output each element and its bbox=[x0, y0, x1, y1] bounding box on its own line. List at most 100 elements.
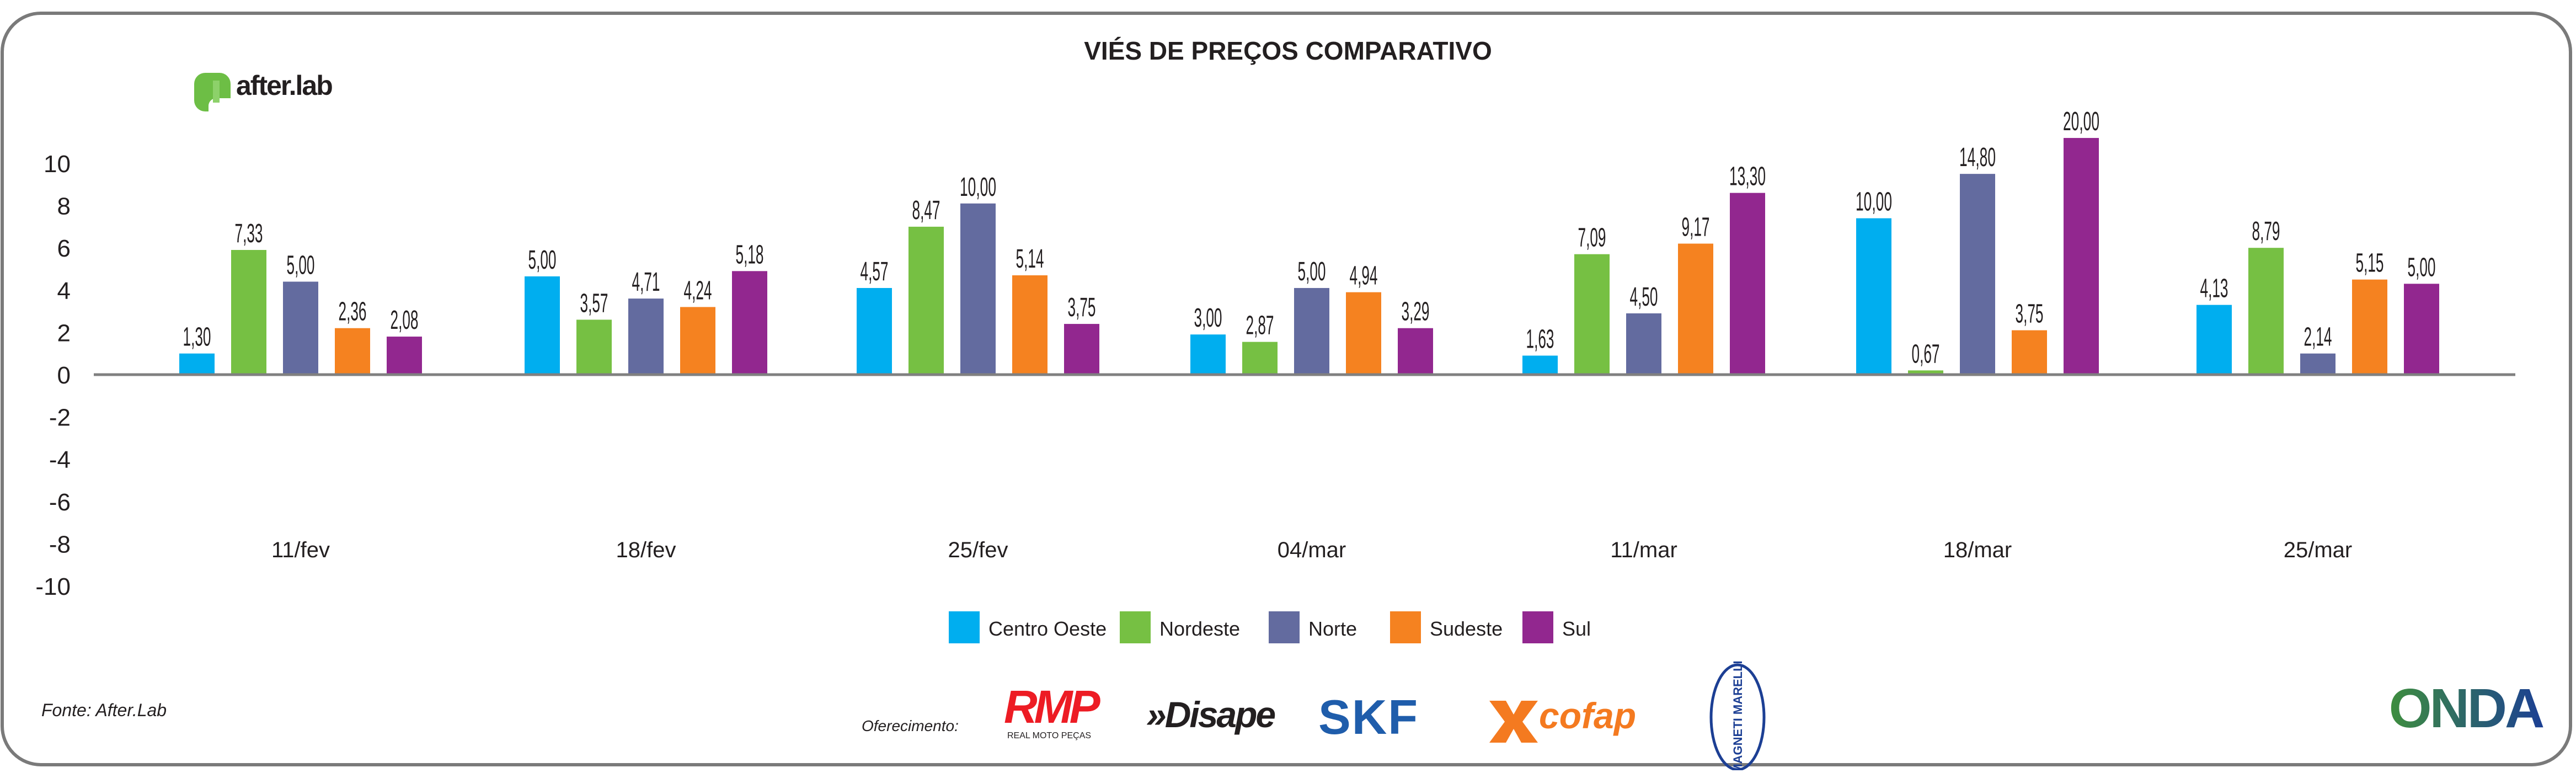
data-label: 3,29 bbox=[1402, 297, 1430, 327]
legend-label: Sudeste bbox=[1430, 617, 1503, 640]
bar-centro-oeste bbox=[179, 353, 215, 375]
bar-nordeste bbox=[1242, 342, 1278, 375]
chart-title: VIÉS DE PREÇOS COMPARATIVO bbox=[1084, 36, 1492, 65]
bar-centro-oeste bbox=[1190, 334, 1226, 375]
bar-nordeste bbox=[1908, 370, 1943, 375]
data-label: 7,09 bbox=[1578, 223, 1606, 253]
bar-sul bbox=[2064, 138, 2099, 375]
data-label: 10,00 bbox=[1856, 188, 1892, 217]
bar-norte bbox=[628, 298, 664, 375]
bar-sul bbox=[1730, 193, 1765, 375]
bar-sul bbox=[2404, 284, 2439, 375]
y-tick-label: -4 bbox=[49, 446, 71, 473]
x-tick-label: 18/mar bbox=[1943, 538, 2012, 562]
legend-swatch bbox=[1522, 611, 1553, 643]
bar-nordeste bbox=[231, 250, 266, 375]
svg-text:cofap: cofap bbox=[1539, 695, 1636, 736]
bar-sudeste bbox=[1678, 243, 1713, 375]
source-note: Fonte: After.Lab bbox=[41, 700, 167, 720]
rmp-logo: RMP REAL MOTO PEÇAS bbox=[1004, 681, 1104, 740]
data-label: 7,33 bbox=[235, 219, 263, 248]
data-label: 4,24 bbox=[684, 276, 712, 305]
data-label: 3,00 bbox=[1194, 303, 1222, 333]
x-tick-label: 04/mar bbox=[1278, 538, 1346, 562]
svg-text:MAGNETI MARELLI: MAGNETI MARELLI bbox=[1731, 660, 1745, 770]
y-axis: 10 8 6 4 2 0 -2 -4 -6 -8 -10 bbox=[35, 151, 71, 600]
y-tick-label: 4 bbox=[57, 278, 71, 305]
data-label: 4,57 bbox=[861, 257, 889, 286]
legend: Centro Oeste Nordeste Norte Sudeste Sul bbox=[949, 611, 1591, 643]
skf-logo: SKF bbox=[1318, 690, 1419, 744]
bar-sudeste bbox=[335, 328, 370, 375]
legend-swatch bbox=[1120, 611, 1151, 643]
y-tick-label: -10 bbox=[35, 573, 71, 600]
magneti-marelli-logo: MAGNETI MARELLI bbox=[1709, 660, 1766, 773]
svg-text:ONDA: ONDA bbox=[2389, 678, 2543, 739]
y-tick-label: -6 bbox=[49, 489, 71, 516]
data-label: 4,94 bbox=[1350, 262, 1378, 291]
legend-label: Centro Oeste bbox=[988, 617, 1107, 640]
bar-norte bbox=[1626, 313, 1661, 375]
data-label: 4,50 bbox=[1630, 282, 1658, 312]
bar-sudeste bbox=[1346, 292, 1381, 375]
bar-sudeste bbox=[1012, 275, 1047, 375]
data-label: 5,14 bbox=[1016, 244, 1044, 274]
bar-norte bbox=[1960, 174, 1995, 375]
y-tick-label: 2 bbox=[57, 319, 71, 346]
card-border bbox=[1, 12, 2572, 766]
onda-logo: ONDA bbox=[2389, 678, 2546, 739]
bar-sudeste bbox=[2352, 279, 2387, 375]
data-label: 10,00 bbox=[960, 173, 996, 202]
data-label: 5,00 bbox=[1298, 257, 1326, 286]
afterlab-logo: after.lab bbox=[194, 70, 333, 111]
bar-norte bbox=[960, 203, 996, 375]
y-tick-label: -8 bbox=[49, 531, 71, 558]
bar-centro-oeste bbox=[2196, 305, 2232, 375]
svg-text:REAL MOTO PEÇAS: REAL MOTO PEÇAS bbox=[1007, 731, 1091, 740]
data-label: 5,00 bbox=[287, 250, 315, 280]
data-label: 8,47 bbox=[912, 196, 940, 225]
y-tick-label: 8 bbox=[57, 193, 71, 220]
bar-nordeste bbox=[2248, 248, 2284, 375]
bar-norte bbox=[283, 281, 318, 375]
legend-swatch bbox=[1269, 611, 1300, 643]
y-tick-label: 0 bbox=[57, 362, 71, 389]
x-tick-label: 25/fev bbox=[948, 538, 1008, 562]
bar-sul bbox=[1064, 324, 1099, 375]
bar-sudeste bbox=[2012, 330, 2047, 375]
bar-sul bbox=[387, 337, 422, 375]
bar-nordeste bbox=[576, 319, 612, 375]
data-label: 2,14 bbox=[2304, 323, 2332, 352]
svg-text:after.lab: after.lab bbox=[236, 70, 332, 101]
data-label: 4,71 bbox=[632, 268, 660, 297]
bar-sul bbox=[732, 271, 767, 375]
data-label: 5,15 bbox=[2356, 249, 2384, 278]
x-tick-label: 11/mar bbox=[1610, 538, 1677, 562]
data-label: 3,57 bbox=[580, 289, 608, 318]
x-tick-label: 11/fev bbox=[271, 538, 330, 562]
y-tick-label: 10 bbox=[44, 151, 71, 178]
x-axis: 11/fev 18/fev 25/fev 04/mar 11/mar 18/mar 25/m… bbox=[271, 538, 2352, 562]
data-label: 1,63 bbox=[1526, 325, 1554, 354]
data-label: 4,13 bbox=[2200, 274, 2228, 303]
bar-nordeste bbox=[908, 226, 944, 375]
data-label: 8,79 bbox=[2252, 217, 2280, 246]
bar-centro-oeste bbox=[857, 287, 892, 375]
legend-label: Norte bbox=[1308, 617, 1357, 640]
bar-sul bbox=[1398, 328, 1433, 375]
bars: 1,30 5,00 4,57 3,00 1,63 10,00 4,13 7,33 3,57 8,4… bbox=[179, 107, 2439, 375]
bar-sudeste bbox=[680, 307, 715, 375]
data-label: 5,00 bbox=[528, 246, 557, 275]
x-tick-label: 25/mar bbox=[2284, 538, 2353, 562]
bar-nordeste bbox=[1574, 254, 1610, 375]
data-label: 9,17 bbox=[1682, 213, 1710, 242]
bar-centro-oeste bbox=[525, 276, 560, 375]
disape-logo: »Disape bbox=[1146, 694, 1275, 735]
x-tick-label: 18/fev bbox=[616, 538, 676, 562]
legend-label: Nordeste bbox=[1159, 617, 1240, 640]
data-label: 5,00 bbox=[2408, 253, 2436, 282]
bar-norte bbox=[2300, 353, 2335, 375]
data-label: 1,30 bbox=[183, 323, 211, 352]
data-label: 2,08 bbox=[391, 306, 419, 335]
